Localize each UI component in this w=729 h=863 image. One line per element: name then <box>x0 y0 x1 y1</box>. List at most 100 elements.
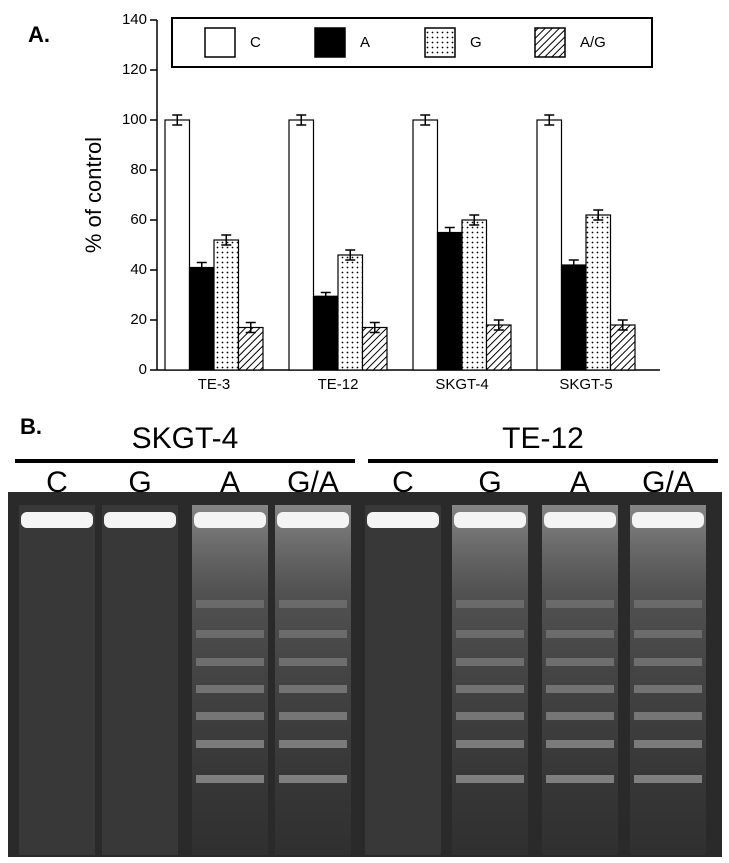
error-bar <box>196 261 207 274</box>
bar-chart: 0 20 40 60 80 100 120 140 % of control C A G A/G TE-3… <box>81 11 660 393</box>
error-bar <box>245 321 256 334</box>
legend-label: C <box>250 34 261 51</box>
legend-swatch <box>534 27 566 58</box>
ladder-band <box>634 630 702 638</box>
x-tick-label: SKGT-4 <box>435 376 488 393</box>
error-bar <box>320 291 331 301</box>
group-label: TE-12 <box>502 422 584 455</box>
ladder-band <box>456 630 524 638</box>
legend-label: G <box>470 34 482 51</box>
ladder-band <box>634 740 702 748</box>
bar <box>213 239 240 371</box>
bar <box>337 254 364 371</box>
panel-label: A. <box>28 22 50 47</box>
error-bar <box>568 259 579 271</box>
lane <box>102 505 178 855</box>
bar <box>560 264 587 371</box>
bar <box>312 295 339 371</box>
ladder-band <box>456 600 524 608</box>
bar <box>164 119 191 371</box>
x-tick-label: TE-12 <box>318 376 359 393</box>
y-tick-label: 120 <box>122 61 147 78</box>
well-band <box>454 512 526 528</box>
gel: SKGT-4 C G A G/A TE-12 C G A G/A <box>8 422 722 857</box>
group-label: SKGT-4 <box>132 422 239 455</box>
error-bar <box>221 234 232 246</box>
well-band <box>104 512 176 528</box>
well-band <box>544 512 616 528</box>
ladder-band <box>546 630 614 638</box>
ladder-band <box>634 600 702 608</box>
error-bar <box>420 114 431 126</box>
ladder-band <box>196 658 264 666</box>
ladder-band <box>196 600 264 608</box>
ladder-band <box>196 630 264 638</box>
well-band <box>277 512 349 528</box>
error-bar <box>444 226 455 239</box>
lane-label: A <box>220 466 240 499</box>
lane-label: A <box>570 466 590 499</box>
bar <box>288 119 315 371</box>
lane-label: C <box>392 466 414 499</box>
ladder-band <box>634 775 702 783</box>
ladder-band <box>546 658 614 666</box>
error-bar <box>617 319 628 331</box>
ladder-band <box>546 740 614 748</box>
ladder-band <box>196 685 264 693</box>
ladder-band <box>456 740 524 748</box>
bar <box>609 324 636 371</box>
well-band <box>367 512 439 528</box>
y-tick-label: 40 <box>130 261 147 278</box>
y-tick-label: 60 <box>130 211 147 228</box>
error-bar <box>369 321 380 334</box>
bar <box>585 214 612 371</box>
panel-label: B. <box>20 414 42 439</box>
x-tick-label: SKGT-5 <box>559 376 612 393</box>
error-bar <box>493 319 504 331</box>
ladder-band <box>456 685 524 693</box>
error-bar <box>593 209 604 221</box>
ladder-band <box>546 685 614 693</box>
ladder-band <box>196 712 264 720</box>
error-bar <box>172 114 183 126</box>
ladder-band <box>634 658 702 666</box>
error-bar <box>469 214 480 226</box>
ladder-band <box>196 775 264 783</box>
lane <box>19 505 95 855</box>
bar <box>188 266 215 371</box>
error-bar <box>345 249 356 261</box>
lane <box>365 505 441 855</box>
ladder-band <box>456 775 524 783</box>
ladder-band <box>546 775 614 783</box>
x-tick-label: TE-3 <box>198 376 231 393</box>
legend-swatch <box>204 27 236 58</box>
legend-label: A <box>360 34 370 51</box>
lane-label: G/A <box>642 466 694 499</box>
ladder-band <box>279 775 347 783</box>
well-band <box>632 512 704 528</box>
y-tick-label: 80 <box>130 161 147 178</box>
ladder-band <box>279 685 347 693</box>
lane-label: C <box>46 466 68 499</box>
well-band <box>194 512 266 528</box>
legend-box <box>171 17 653 68</box>
bar <box>412 119 439 371</box>
lane <box>542 505 618 855</box>
y-tick-label: 0 <box>139 361 147 378</box>
bar <box>237 326 264 371</box>
ladder-band <box>546 600 614 608</box>
bar <box>536 119 563 371</box>
error-bar <box>544 114 555 126</box>
lane <box>630 505 706 855</box>
legend-label: A/G <box>580 34 606 51</box>
y-tick-label: 20 <box>130 311 147 328</box>
ladder-band <box>456 658 524 666</box>
lane <box>452 505 528 855</box>
ladder-band <box>279 658 347 666</box>
y-tick-label: 140 <box>122 11 147 28</box>
lane-label: G <box>478 466 501 499</box>
lane <box>275 505 351 855</box>
ladder-band <box>634 712 702 720</box>
y-tick-label: 100 <box>122 111 147 128</box>
ladder-band <box>279 600 347 608</box>
